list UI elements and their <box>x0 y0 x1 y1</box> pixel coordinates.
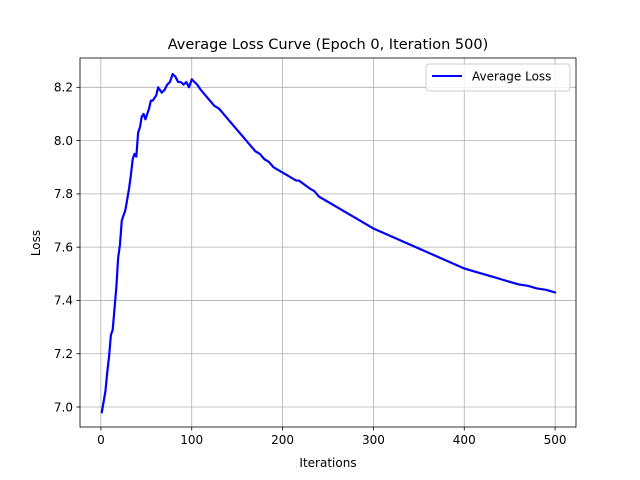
x-tick-label-1: 100 <box>180 433 203 447</box>
y-tick-label-3: 7.6 <box>54 240 73 254</box>
y-tick-label-0: 7.0 <box>54 400 73 414</box>
x-tick-label-5: 500 <box>544 433 567 447</box>
legend-label: Average Loss <box>472 70 551 84</box>
y-tick-label-2: 7.4 <box>54 294 73 308</box>
plot-area-background <box>80 58 576 427</box>
legend-box <box>425 63 571 92</box>
legend: Average Loss <box>425 63 571 92</box>
y-tick-label-6: 8.2 <box>54 81 73 95</box>
y-tick-label-5: 8.0 <box>54 134 73 148</box>
series-group <box>100 72 557 414</box>
plot-frame <box>79 57 577 428</box>
tick-group: 0 100 200 300 400 500 7.0 7.2 7.4 7.6 7.8 8.0 8.2 <box>54 81 567 447</box>
x-tick-label-3: 300 <box>362 433 385 447</box>
x-tick-label-0: 0 <box>97 433 105 447</box>
x-tick-label-4: 400 <box>453 433 476 447</box>
y-axis-label: Loss <box>29 230 43 256</box>
grid-lines <box>80 58 576 427</box>
chart-title: Average Loss Curve (Epoch 0, Iteration 5… <box>168 37 489 53</box>
series-line-0 <box>100 72 557 414</box>
x-tick-label-2: 200 <box>271 433 294 447</box>
y-tick-label-1: 7.2 <box>54 347 73 361</box>
y-tick-label-4: 7.8 <box>54 187 73 201</box>
x-axis-label: Iterations <box>299 456 356 470</box>
